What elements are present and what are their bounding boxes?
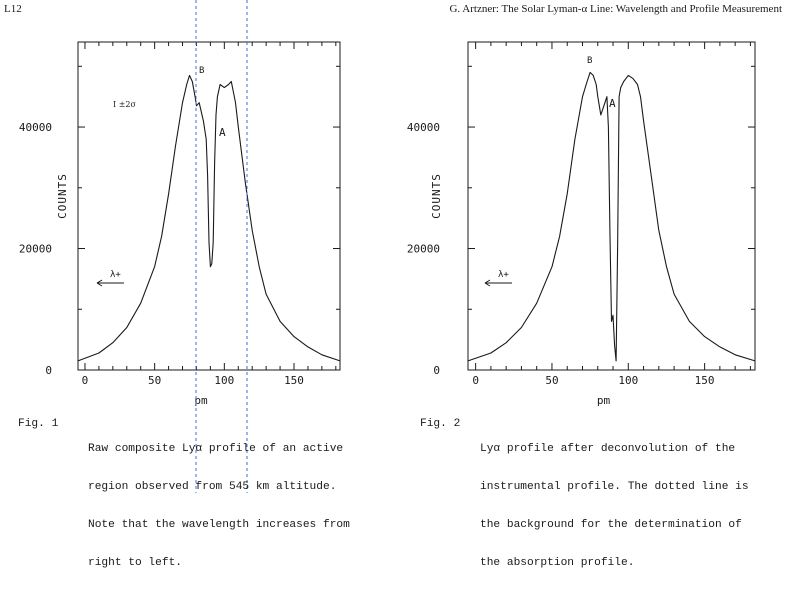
figure-1-caption-line: region observed from 545 km altitude. [88,480,337,493]
figure-1-caption-line: Raw composite Lyα profile of an active [88,443,344,456]
figure-2-profile-line [467,71,756,362]
figure-1-y-tick-label: 0 [45,364,52,377]
figure-1-x-tick-label: 100 [214,374,234,387]
figure-1-wavelength-direction-label: λ+ [110,270,121,280]
figure-2-y-axis-label: COUNTS [430,173,443,219]
figure-1-profile-line [77,74,341,362]
figure-2-x-axis-label: pm [597,394,611,407]
figure-1-y-tick-label: 40000 [19,121,52,134]
figures-canvas: 0 50 100 150 0 20000 40000 pm COUNTS I ±2σ B Aλ+ 0 50… [19,0,756,493]
figure-2-y-tick-label: 40000 [407,121,440,134]
figure-1-caption-line: Note that the wavelength increases from [88,518,350,531]
figure-2-caption-label: Fig. 2 [420,418,461,430]
figure-1-peak-label-b: B [199,66,204,76]
figure-2-x-tick-label: 150 [695,374,715,387]
figure-1-wavelength-direction-arrowhead [96,279,103,287]
figure-2-caption-line: the absorption profile. [480,556,635,569]
figure-2-wavelength-direction-label: λ+ [498,270,509,280]
figure-1-caption: Fig. 1 Raw composite Lyα profile of an a… [18,418,350,569]
figure-1-error-annotation: I ±2σ [113,100,136,109]
figure-1-plot-frame [77,41,341,371]
figure-1-caption-label: Fig. 1 [18,418,59,430]
page-number: L12 [4,3,22,15]
figure-2-x-tick-label: 100 [618,374,638,387]
figure-1-dip-label-a: A [219,126,226,139]
figure-1-x-tick-label: 150 [284,374,304,387]
figure-1-x-tick-label: 0 [82,374,89,387]
running-header: G. Artzner: The Solar Lyman-α Line: Wave… [449,3,782,15]
figure-2-wavelength-direction-arrowhead [484,279,491,287]
figure-1-y-tick-label: 20000 [19,243,52,256]
figure-1-x-tick-label: 50 [148,374,161,387]
figure-2-caption: Fig. 2 Lyα profile after deconvolution o… [420,418,749,569]
figure-1-y-axis-label: COUNTS [56,173,69,219]
figure-1-x-axis-label: pm [194,394,208,407]
figure-2-caption-line: the background for the determination of [480,518,742,531]
figure-2-y-tick-label: 20000 [407,243,440,256]
figure-2-x-tick-label: 0 [472,374,479,387]
figure-2-caption-line: Lyα profile after deconvolution of the [480,443,736,456]
figure-2-caption-line: instrumental profile. The dotted line is [480,480,749,493]
figure-2-dip-label-a: A [609,97,616,110]
figure-2-plot-frame [467,41,756,371]
figure-2-y-tick-label: 0 [433,364,440,377]
figure-2-peak-label-b: B [587,56,592,66]
figure-2-x-tick-label: 50 [545,374,558,387]
figure-1-caption-line: right to left. [88,556,182,569]
